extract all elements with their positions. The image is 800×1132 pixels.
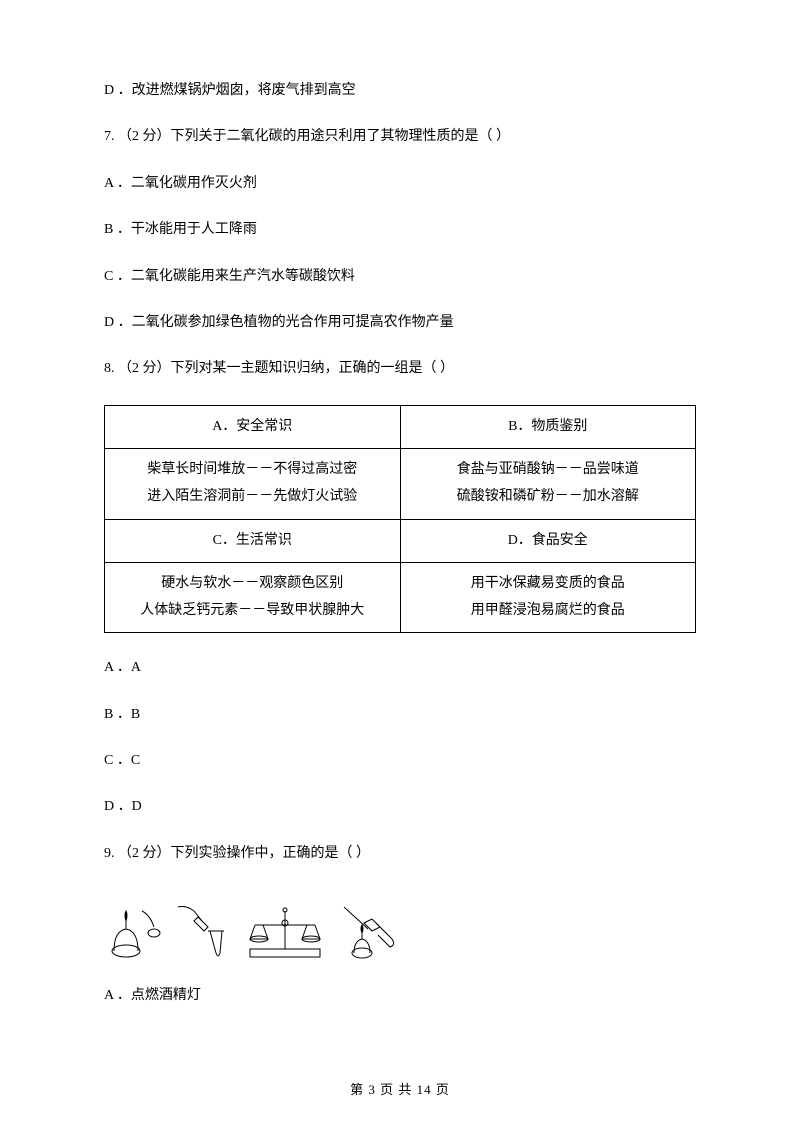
q7-option-b: B ．干冰能用于人工降雨 [104, 219, 696, 241]
cell-text: 食盐与亚硝酸钠－－品尝味道 [457, 462, 639, 477]
q9-option-a: A ．点燃酒精灯 [104, 985, 696, 1007]
cell-b-body: 食盐与亚硝酸钠－－品尝味道 硫酸铵和磷矿粉－－加水溶解 [400, 449, 696, 519]
content-area: D ．改进燃煤锅炉烟囱，将废气排到高空 7. （2 分）下列关于二氧化碳的用途只… [0, 0, 800, 1008]
q8-option-c: C ．C [104, 750, 696, 772]
cell-text: 硫酸铵和磷矿粉－－加水溶解 [457, 489, 639, 504]
option-d-prev: D ．改进燃煤锅炉烟囱，将废气排到高空 [104, 80, 696, 102]
q8-option-d: D ．D [104, 796, 696, 818]
q8-option-a: A ．A [104, 657, 696, 679]
page-number: 第 3 页 共 14 页 [350, 1082, 450, 1097]
cell-a-body: 柴草长时间堆放－－不得过高过密 进入陌生溶洞前－－先做灯火试验 [105, 449, 401, 519]
q7-option-d: D ．二氧化碳参加绿色植物的光合作用可提高农作物产量 [104, 312, 696, 334]
cell-c-header: C．生活常识 [105, 519, 401, 563]
cell-text: 人体缺乏钙元素－－导致甲状腺肿大 [140, 603, 364, 618]
experiment-diagram-2-icon [172, 901, 232, 961]
q8-table-wrap: A．安全常识 B．物质鉴别 柴草长时间堆放－－不得过高过密 进入陌生溶洞前－－先… [104, 405, 696, 634]
q9-image-row [104, 889, 696, 961]
experiment-diagram-4-icon [338, 901, 402, 961]
q8-option-b: B ．B [104, 704, 696, 726]
cell-c-body: 硬水与软水－－观察颜色区别 人体缺乏钙元素－－导致甲状腺肿大 [105, 563, 401, 633]
table-row: 硬水与软水－－观察颜色区别 人体缺乏钙元素－－导致甲状腺肿大 用干冰保藏易变质的… [105, 563, 696, 633]
table-row: 柴草长时间堆放－－不得过高过密 进入陌生溶洞前－－先做灯火试验 食盐与亚硝酸钠－… [105, 449, 696, 519]
table-row: C．生活常识 D．食品安全 [105, 519, 696, 563]
q8-table: A．安全常识 B．物质鉴别 柴草长时间堆放－－不得过高过密 进入陌生溶洞前－－先… [104, 405, 696, 634]
q7-option-a: A ．二氧化碳用作灭火剂 [104, 173, 696, 195]
cell-d-header: D．食品安全 [400, 519, 696, 563]
question-7: 7. （2 分）下列关于二氧化碳的用途只利用了其物理性质的是（ ） [104, 126, 696, 148]
question-9: 9. （2 分）下列实验操作中，正确的是（ ） [104, 843, 696, 865]
cell-text: 柴草长时间堆放－－不得过高过密 [147, 462, 357, 477]
page-footer: 第 3 页 共 14 页 [0, 1079, 800, 1098]
cell-a-header: A．安全常识 [105, 405, 401, 449]
cell-d-body: 用干冰保藏易变质的食品 用甲醛浸泡易腐烂的食品 [400, 563, 696, 633]
cell-text: 进入陌生溶洞前－－先做灯火试验 [147, 489, 357, 504]
experiment-diagram-1-icon [104, 901, 164, 961]
q7-option-c: C ．二氧化碳能用来生产汽水等碳酸饮料 [104, 266, 696, 288]
experiment-diagram-3-icon [240, 901, 330, 961]
cell-text: 用甲醛浸泡易腐烂的食品 [471, 603, 625, 618]
cell-text: 硬水与软水－－观察颜色区别 [161, 576, 343, 591]
cell-b-header: B．物质鉴别 [400, 405, 696, 449]
question-8: 8. （2 分）下列对某一主题知识归纳，正确的一组是（ ） [104, 358, 696, 380]
table-row: A．安全常识 B．物质鉴别 [105, 405, 696, 449]
cell-text: 用干冰保藏易变质的食品 [471, 576, 625, 591]
